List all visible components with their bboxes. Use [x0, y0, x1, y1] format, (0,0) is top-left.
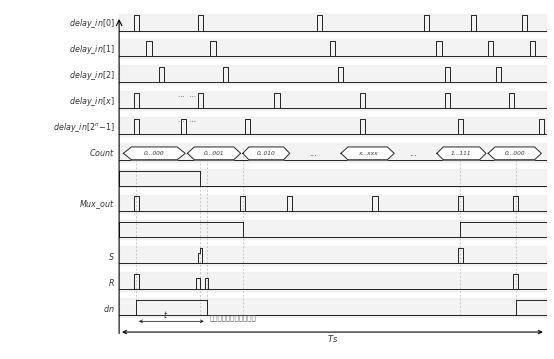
Text: $delay\_in[1]$: $delay\_in[1]$	[69, 43, 115, 56]
Text: 0...000: 0...000	[505, 151, 525, 156]
Text: $Count$: $Count$	[89, 148, 115, 158]
Text: $delay\_in[2^n\!-\!1]$: $delay\_in[2^n\!-\!1]$	[53, 121, 115, 134]
Text: $t$: $t$	[163, 309, 168, 320]
Text: ...: ...	[309, 149, 317, 158]
Polygon shape	[187, 147, 240, 160]
Text: 二次置位，脉宽信号出错: 二次置位，脉宽信号出错	[209, 314, 256, 321]
Text: ...  ...: ... ...	[178, 117, 196, 123]
Text: $delay\_in[2]$: $delay\_in[2]$	[69, 69, 115, 82]
Text: x...xxx: x...xxx	[358, 151, 377, 156]
Text: ...  ...: ... ...	[178, 92, 196, 98]
Polygon shape	[124, 147, 185, 160]
Text: $S$: $S$	[108, 251, 115, 262]
Text: $delay\_in[0]$: $delay\_in[0]$	[69, 17, 115, 30]
Polygon shape	[488, 147, 541, 160]
Text: $dn$: $dn$	[103, 303, 115, 313]
Text: ...: ...	[409, 149, 417, 158]
Text: 0...000: 0...000	[144, 151, 165, 156]
Text: 0..010: 0..010	[257, 151, 276, 156]
Polygon shape	[243, 147, 290, 160]
Polygon shape	[341, 147, 394, 160]
Text: $delay\_in[x]$: $delay\_in[x]$	[69, 95, 115, 108]
Text: $Ts$: $Ts$	[327, 333, 338, 344]
Text: 0...001: 0...001	[204, 151, 224, 156]
Text: $Mux\_out$: $Mux\_out$	[79, 198, 115, 211]
Polygon shape	[437, 147, 486, 160]
Text: $R$: $R$	[108, 277, 115, 288]
Text: 1...111: 1...111	[451, 151, 472, 156]
